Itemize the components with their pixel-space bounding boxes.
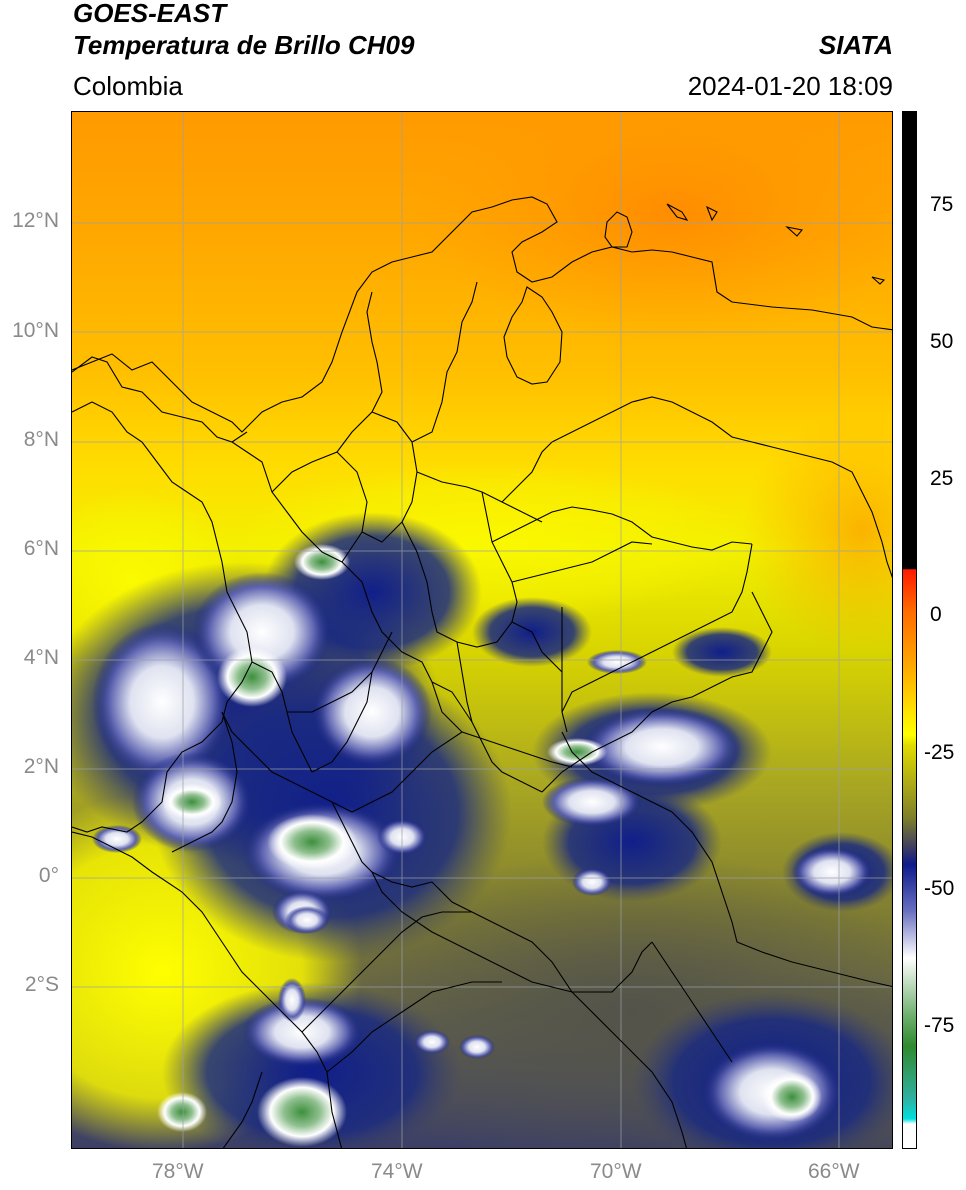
colorbar-tick: -25 [924,741,955,764]
lon-label: 70°W [590,1160,642,1183]
colorbar-tick: -50 [924,877,955,900]
lat-label: 6°N [23,537,59,560]
colorbar-tick: 75 [930,193,954,216]
colorbar [902,111,917,1149]
lat-label: 8°N [23,428,59,451]
lat-label: 0° [38,864,59,887]
boundaries [72,196,892,1148]
lat-label: 10°N [12,319,59,342]
lat-label: 12°N [12,209,59,232]
brightness-temperature-image [72,112,892,1148]
colorbar-tick: -75 [924,1014,955,1037]
product-title: Temperatura de Brillo CH09 [73,30,415,60]
lat-label: 4°N [23,646,59,669]
lon-label: 74°W [371,1160,423,1183]
lat-label: 2°N [23,755,59,778]
colorbar-tick: 25 [930,467,954,490]
colorbar-tick: 50 [930,330,954,353]
colorbar-tick: 0 [930,603,942,626]
agency-label: SIATA [818,30,893,60]
colorbar-gradient [903,112,916,1148]
datetime-label: 2024-01-20 18:09 [687,71,893,101]
graticule [72,112,892,1148]
satellite-map [71,111,893,1149]
lat-label: 2°S [24,973,59,996]
lon-label: 66°W [808,1160,860,1183]
satellite-title: GOES-EAST [73,0,227,28]
lon-label: 78°W [152,1160,204,1183]
region-label: Colombia [73,71,183,101]
